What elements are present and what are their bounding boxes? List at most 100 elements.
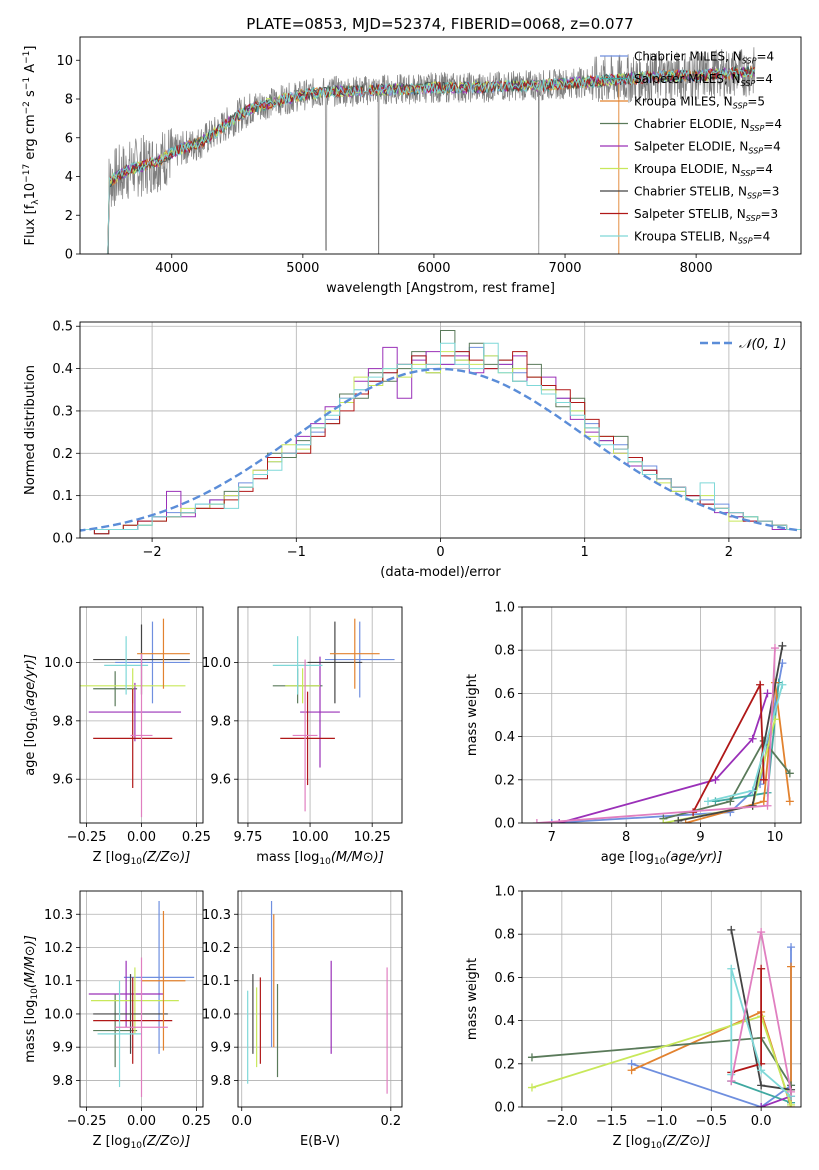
weight-point-marker xyxy=(547,819,556,823)
x-axis-label: Z [log10(Z/Z⊙)] xyxy=(93,1134,191,1151)
weight-plot xyxy=(527,925,796,1107)
y-tick-label: 9.9 xyxy=(52,1041,73,1056)
x-tick-label: −0.25 xyxy=(67,830,107,845)
weight-point-marker xyxy=(674,816,683,823)
x-tick-label: −2 xyxy=(143,545,162,560)
weight-point-marker xyxy=(756,680,765,689)
x-tick-label: 2 xyxy=(725,545,733,560)
errorbar-plot xyxy=(272,618,395,812)
y-tick-label: 0.2 xyxy=(494,1057,515,1072)
y-tick-label: 0.5 xyxy=(52,320,73,335)
weight-point-marker xyxy=(711,775,720,784)
axes-frame xyxy=(237,890,403,1108)
figure-title: PLATE=0853, MJD=52374, FIBERID=0068, z=0… xyxy=(246,15,633,33)
y-tick-label: 9.8 xyxy=(52,1074,73,1089)
axes-1: −2 −1 0 1 2 0.0 0.1 0.2 0.3 0.4 0.5 (data-model)/er… xyxy=(23,320,802,580)
model-series-line xyxy=(106,67,755,254)
weight-series-line xyxy=(663,739,791,820)
axes-6: 0.0 0.2 9.8 9.9 10.0 10.1 10.2 10.3 E(B-V) xyxy=(202,890,403,1149)
y-axis-label: mass [log10(M/M⊙)] xyxy=(23,935,40,1063)
weight-point-marker xyxy=(555,819,564,823)
legend: Chabrier MILES, NSSP=4 Salpeter MILES, NS… xyxy=(600,50,782,246)
x-tick-label: 0.25 xyxy=(182,1114,211,1129)
x-tick-label: 1 xyxy=(581,545,589,560)
axes-frame xyxy=(79,36,802,255)
axes-frame xyxy=(521,890,802,1108)
x-tick-label: 9 xyxy=(696,830,704,845)
x-tick-label: 0.00 xyxy=(127,1114,156,1129)
x-tick-label: 0.25 xyxy=(182,830,211,845)
legend-label: Chabrier MILES, NSSP=4 xyxy=(634,50,774,66)
legend-label: Salpeter ELODIE, NSSP=4 xyxy=(634,140,781,156)
y-tick-label: 10.0 xyxy=(202,656,231,671)
weight-point-marker xyxy=(704,797,712,806)
weight-plot xyxy=(532,641,794,823)
y-tick-label: 0.2 xyxy=(52,447,73,462)
y-tick-label: 0.4 xyxy=(494,730,515,745)
weight-point-marker xyxy=(527,1083,536,1092)
errorbar-plot xyxy=(88,900,195,1098)
y-tick-label: 0.0 xyxy=(494,1101,515,1116)
weight-point-marker xyxy=(627,1066,636,1075)
axes-7: −2.0 −1.5 −1.0 −0.5 0.0 0.0 0.2 0.4 0.6 0.8 1.0 Z [… xyxy=(465,885,802,1151)
axes-3: 9.75 10.00 10.25 9.6 9.8 10.0 mass [log10(M/M⊙… xyxy=(202,606,403,867)
weight-point-marker xyxy=(787,1100,796,1107)
weight-point-marker xyxy=(726,797,735,806)
legend: 𝒩(0, 1) xyxy=(700,337,786,352)
x-tick-label: 0.00 xyxy=(127,830,156,845)
x-tick-label: 7 xyxy=(548,830,556,845)
weight-point-marker xyxy=(727,1077,736,1086)
y-tick-label: 1.0 xyxy=(494,601,515,616)
y-tick-label: 9.9 xyxy=(210,1041,231,1056)
y-tick-label: 0.6 xyxy=(494,971,515,986)
legend-label: Kroupa ELODIE, NSSP=4 xyxy=(634,162,773,178)
y-tick-label: 0.6 xyxy=(494,687,515,702)
y-tick-label: 9.6 xyxy=(210,773,231,788)
x-tick-label: 10.25 xyxy=(354,830,391,845)
legend-label: Chabrier STELIB, NSSP=3 xyxy=(634,185,779,201)
y-tick-label: 8 xyxy=(65,93,73,108)
x-tick-label: 0.0 xyxy=(751,1114,772,1129)
x-tick-label: −0.5 xyxy=(696,1114,728,1129)
legend-label: Salpeter STELIB, NSSP=3 xyxy=(634,207,778,223)
weight-point-marker xyxy=(763,801,772,810)
axes-2: −0.25 0.00 0.25 9.6 9.8 10.0 Z [log10(Z/Z⊙)] ag… xyxy=(23,606,211,867)
weight-point-marker xyxy=(787,962,796,971)
y-axis-label: Normed distribution xyxy=(23,365,38,495)
weight-point-marker xyxy=(527,1053,536,1062)
weight-point-marker xyxy=(757,1103,766,1107)
weight-point-marker xyxy=(778,641,787,650)
x-tick-label: 10.00 xyxy=(291,830,328,845)
y-tick-label: 10 xyxy=(56,54,73,69)
weight-point-marker xyxy=(787,943,796,952)
y-tick-label: 9.6 xyxy=(52,773,73,788)
histogram-step xyxy=(80,342,801,538)
x-axis-label: E(B-V) xyxy=(300,1134,340,1149)
x-tick-label: 0 xyxy=(436,545,444,560)
y-axis-label: mass weight xyxy=(465,958,480,1040)
normal-reference-curve xyxy=(80,367,801,532)
weight-series-line xyxy=(760,1095,792,1107)
weight-point-marker xyxy=(748,734,757,743)
x-tick-label: 0.0 xyxy=(231,1114,252,1129)
y-tick-label: 10.0 xyxy=(202,1007,231,1022)
x-tick-label: 6000 xyxy=(417,261,450,276)
y-tick-label: 6 xyxy=(65,131,73,146)
weight-point-marker xyxy=(785,769,794,778)
weight-point-marker xyxy=(727,964,736,973)
y-tick-label: 10.1 xyxy=(202,974,231,989)
legend-label: Kroupa STELIB, NSSP=4 xyxy=(634,230,770,246)
y-tick-label: 0.0 xyxy=(494,817,515,832)
x-tick-label: 8000 xyxy=(680,261,713,276)
y-axis-label: mass weight xyxy=(465,674,480,756)
y-tick-label: 0.2 xyxy=(494,773,515,788)
x-tick-label: 8 xyxy=(622,830,630,845)
y-axis-label: Flux [fλ10−17 erg cm−2 s−1 A−1] xyxy=(22,46,41,246)
y-axis-label: age [log10(age/yr)] xyxy=(23,654,40,776)
x-tick-label: 7000 xyxy=(548,261,581,276)
x-tick-label: −0.25 xyxy=(67,1114,107,1129)
x-tick-label: 0.2 xyxy=(380,1114,401,1129)
weight-point-marker xyxy=(757,928,766,937)
